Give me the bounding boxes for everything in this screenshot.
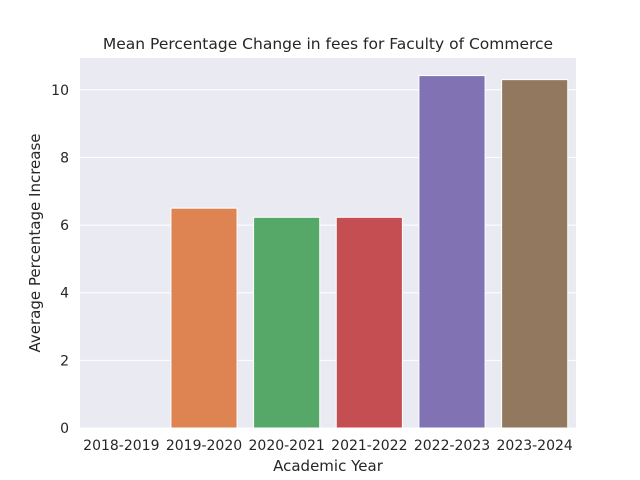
bar-2021-2022: [336, 217, 402, 428]
bar-2022-2023: [419, 76, 485, 428]
y-tick-label: 10: [51, 83, 69, 99]
x-tick-label: 2023-2024: [497, 438, 573, 454]
x-tick-label: 2021-2022: [331, 438, 407, 454]
y-tick-label: 6: [60, 218, 69, 234]
x-axis-label: Academic Year: [273, 457, 384, 475]
y-axis-label: Average Percentage Increase: [26, 134, 44, 353]
y-tick-label: 8: [60, 150, 69, 166]
bar-2020-2021: [254, 217, 320, 428]
x-tick-labels: 2018-2019 2019-2020 2020-2021 2021-2022 2022…: [83, 438, 573, 454]
bar-2019-2020: [171, 208, 237, 428]
x-tick-label: 2019-2020: [166, 438, 242, 454]
x-tick-label: 2018-2019: [83, 438, 159, 454]
bar-2023-2024: [502, 80, 568, 428]
x-tick-label: 2022-2023: [414, 438, 490, 454]
y-tick-label: 0: [60, 421, 69, 437]
y-tick-labels: 0 2 4 6 8 10: [51, 83, 69, 437]
y-tick-label: 2: [60, 353, 69, 369]
chart-title: Mean Percentage Change in fees for Facul…: [103, 35, 553, 53]
x-tick-label: 2020-2021: [249, 438, 325, 454]
y-tick-label: 4: [60, 286, 69, 302]
